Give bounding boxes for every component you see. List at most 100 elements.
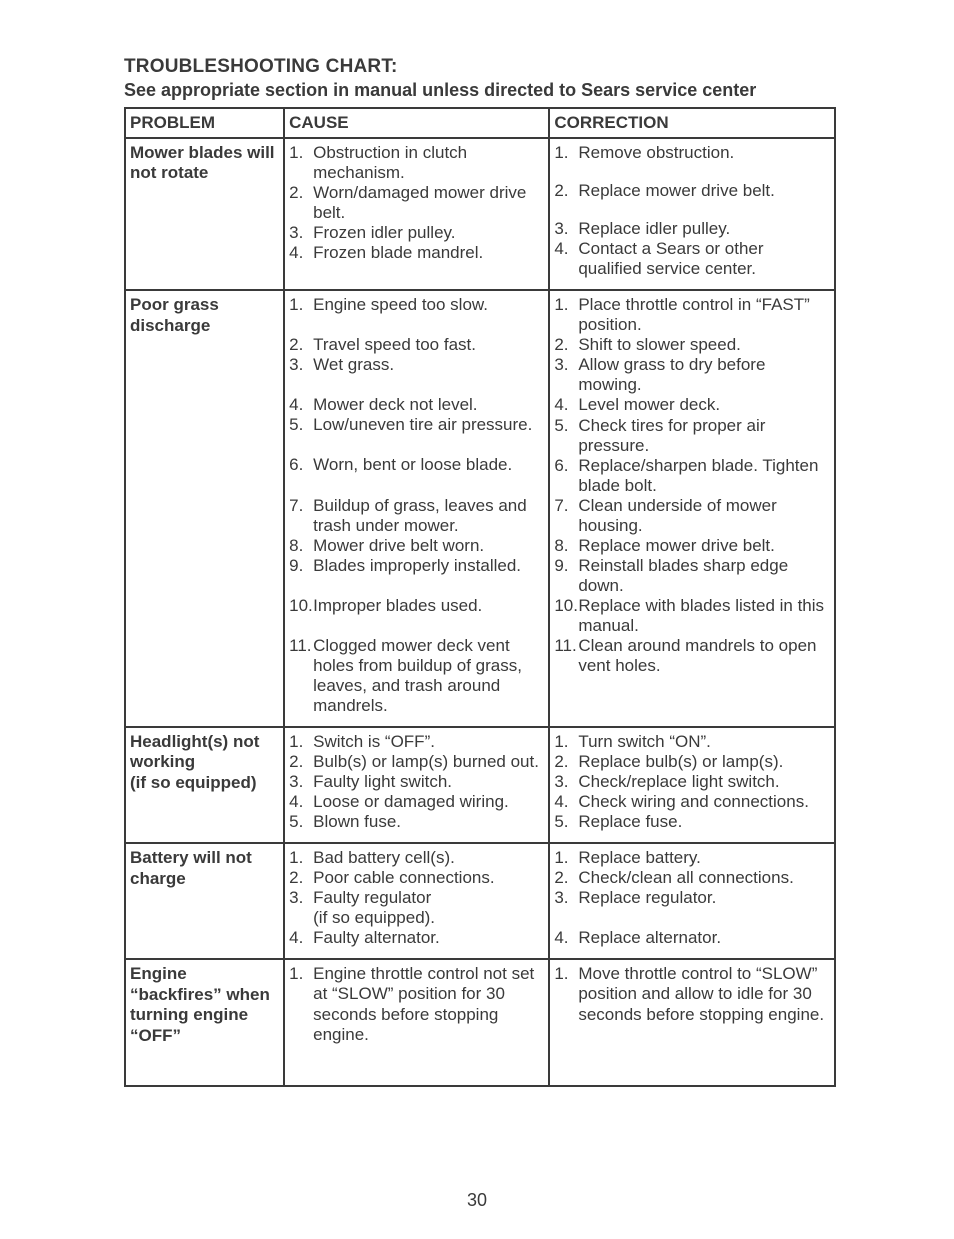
- cell-correction: 1.Replace battery.2.Check/clean all conn…: [549, 843, 835, 959]
- correction-item: 1.Place throttle control in “FAST” posit…: [554, 295, 828, 335]
- cell-cause: 1.Obstruction in clutch mechanism.2.Worn…: [284, 138, 549, 290]
- cause-item: 4.Mower deck not level.: [289, 395, 542, 415]
- correction-item: 2.Shift to slower speed.: [554, 335, 828, 355]
- list-number: 8.: [289, 536, 313, 556]
- list-text: Turn switch “ON”.: [578, 732, 828, 752]
- correction-item: 1.Replace battery.: [554, 848, 828, 868]
- list-number: 4.: [289, 243, 313, 263]
- list-text: Loose or damaged wiring.: [313, 792, 542, 812]
- cause-item: 8.Mower drive belt worn.: [289, 536, 542, 556]
- list-text: Blades improperly installed.: [313, 556, 542, 576]
- list-text: Check/replace light switch.: [578, 772, 828, 792]
- list-text: Replace idler pulley.: [578, 219, 828, 239]
- list-number: 4.: [554, 395, 578, 415]
- correction-item: 4.Level mower deck.: [554, 395, 828, 415]
- problem-text: Engine “backfires” when turning engine “…: [130, 964, 277, 1046]
- cause-item: 1.Obstruction in clutch mechanism.: [289, 143, 542, 183]
- correction-item: 3.Allow grass to dry before mowing.: [554, 355, 828, 395]
- table-row: Mower blades will not rotate1.Obstructio…: [125, 138, 835, 290]
- list-number: 3.: [289, 355, 313, 375]
- page-number: 30: [0, 1190, 954, 1211]
- list-text: Faulty regulator(if so equipped).: [313, 888, 542, 928]
- table-row: Engine “backfires” when turning engine “…: [125, 959, 835, 1085]
- correction-item: 3.Check/replace light switch.: [554, 772, 828, 792]
- list-number: 1.: [289, 964, 313, 1044]
- cause-list: 1.Bad battery cell(s).2.Poor cable conne…: [289, 848, 542, 948]
- correction-list: 1.Move throttle control to “SLOW” positi…: [554, 964, 828, 1024]
- correction-item: 10.Replace with blades listed in this ma…: [554, 596, 828, 636]
- cause-item: 1.Bad battery cell(s).: [289, 848, 542, 868]
- list-number: 1.: [554, 848, 578, 868]
- correction-item: 1.Remove obstruction.: [554, 143, 828, 163]
- list-text: Replace with blades listed in this manua…: [578, 596, 828, 636]
- list-text: Improper blades used.: [313, 596, 542, 616]
- list-number: 3.: [554, 355, 578, 395]
- list-number: 3.: [554, 888, 578, 908]
- list-number: 4.: [289, 792, 313, 812]
- correction-item: 1.Move throttle control to “SLOW” positi…: [554, 964, 828, 1024]
- table-row: Battery will not charge1.Bad battery cel…: [125, 843, 835, 959]
- list-number: 1.: [289, 295, 313, 315]
- list-text: Frozen blade mandrel.: [313, 243, 542, 263]
- correction-item: 6.Replace/sharpen blade. Tighten blade b…: [554, 456, 828, 496]
- cell-problem: Mower blades will not rotate: [125, 138, 284, 290]
- cause-item: 11.Clogged mower deck vent holes from bu…: [289, 636, 542, 716]
- cell-correction: 1.Remove obstruction.2.Replace mower dri…: [549, 138, 835, 290]
- page-title: TROUBLESHOOTING CHART:: [124, 56, 844, 78]
- cause-list: 1.Engine throttle control not set at “SL…: [289, 964, 542, 1044]
- list-number: 6.: [554, 456, 578, 496]
- list-number: 3.: [289, 772, 313, 792]
- list-text: Obstruction in clutch mechanism.: [313, 143, 542, 183]
- cause-item: 4.Loose or damaged wiring.: [289, 792, 542, 812]
- correction-item: 2.Replace bulb(s) or lamp(s).: [554, 752, 828, 772]
- list-text: Clean around mandrels to open vent holes…: [578, 636, 828, 676]
- list-number: 5.: [554, 812, 578, 832]
- list-number: 9.: [289, 556, 313, 576]
- list-number: 3.: [554, 219, 578, 239]
- list-number: 9.: [554, 556, 578, 596]
- list-text: Low/uneven tire air pressure.: [313, 415, 542, 435]
- list-text: Bad battery cell(s).: [313, 848, 542, 868]
- list-text: Replace bulb(s) or lamp(s).: [578, 752, 828, 772]
- list-text: Contact a Sears or other qualified servi…: [578, 239, 828, 279]
- list-number: 5.: [289, 812, 313, 832]
- cell-cause: 1.Switch is “OFF”.2.Bulb(s) or lamp(s) b…: [284, 727, 549, 843]
- cause-item: 2.Poor cable connections.: [289, 868, 542, 888]
- list-text: Check tires for proper air pressure.: [578, 416, 828, 456]
- list-number: 2.: [289, 335, 313, 355]
- problem-text: Headlight(s) not working(if so equipped): [130, 732, 277, 793]
- list-number: 3.: [554, 772, 578, 792]
- list-number: 3.: [289, 888, 313, 928]
- list-text: Shift to slower speed.: [578, 335, 828, 355]
- correction-item: 11.Clean around mandrels to open vent ho…: [554, 636, 828, 676]
- page-subtitle: See appropriate section in manual unless…: [124, 80, 844, 101]
- list-text: Replace mower drive belt.: [578, 536, 828, 556]
- cause-item: 7.Buildup of grass, leaves and trash und…: [289, 496, 542, 536]
- list-number: 11.: [554, 636, 578, 676]
- correction-list: 1.Remove obstruction.2.Replace mower dri…: [554, 143, 828, 279]
- header-correction: CORRECTION: [549, 108, 835, 138]
- list-text: Check/clean all connections.: [578, 868, 828, 888]
- cause-item: 2.Bulb(s) or lamp(s) burned out.: [289, 752, 542, 772]
- list-number: 4.: [289, 928, 313, 948]
- list-number: 7.: [289, 496, 313, 536]
- list-text: Bulb(s) or lamp(s) burned out.: [313, 752, 542, 772]
- cause-item: 3.Wet grass.: [289, 355, 542, 375]
- header-problem: PROBLEM: [125, 108, 284, 138]
- list-number: 2.: [554, 335, 578, 355]
- list-text: Engine throttle control not set at “SLOW…: [313, 964, 542, 1044]
- list-text: Wet grass.: [313, 355, 542, 375]
- list-text: Remove obstruction.: [578, 143, 828, 163]
- list-text: Poor cable connections.: [313, 868, 542, 888]
- list-number: 5.: [554, 416, 578, 456]
- cause-item: 1.Engine speed too slow.: [289, 295, 542, 315]
- list-text: Switch is “OFF”.: [313, 732, 542, 752]
- cell-problem: Poor grass discharge: [125, 290, 284, 727]
- list-number: 1.: [554, 732, 578, 752]
- correction-item: 3.Replace regulator.: [554, 888, 828, 908]
- correction-item: 4.Check wiring and connections.: [554, 792, 828, 812]
- correction-list: 1.Turn switch “ON”.2.Replace bulb(s) or …: [554, 732, 828, 832]
- list-text: Mower deck not level.: [313, 395, 542, 415]
- correction-list: 1.Replace battery.2.Check/clean all conn…: [554, 848, 828, 948]
- list-number: 1.: [554, 295, 578, 335]
